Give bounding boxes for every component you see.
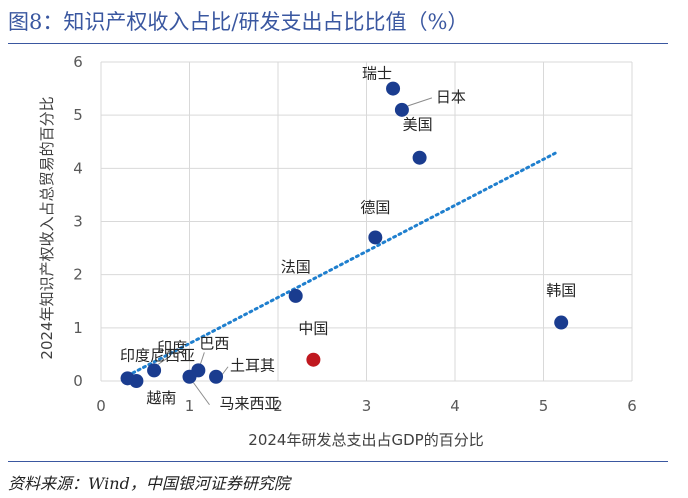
y-axis-label: 2024年知识产权收入占总贸易的百分比 <box>38 96 56 359</box>
point-label: 瑞士 <box>362 65 392 83</box>
data-point <box>386 81 401 96</box>
y-tick-label: 5 <box>73 106 83 124</box>
x-tick-label: 0 <box>96 397 106 415</box>
data-point <box>554 315 569 330</box>
point-label: 越南 <box>146 389 176 407</box>
grid-lines <box>100 61 633 382</box>
x-tick-label: 5 <box>539 397 549 415</box>
data-point <box>182 369 197 384</box>
leader-line <box>199 352 205 365</box>
figure-title-text: 知识产权收入占比/研发支出占比比值（%） <box>63 10 469 34</box>
point-label: 马来西亚 <box>220 395 280 413</box>
y-tick-label: 0 <box>73 372 83 390</box>
leader-line <box>221 366 229 376</box>
data-point <box>412 150 427 165</box>
x-tick-label: 3 <box>362 397 372 415</box>
x-tick-label: 6 <box>627 397 637 415</box>
figure-title: 图8：知识产权收入占比/研发支出占比比值（%） <box>8 6 468 36</box>
y-tick-label: 2 <box>73 266 83 284</box>
data-point <box>147 363 162 378</box>
x-tick-label: 4 <box>450 397 460 415</box>
leader-lines <box>157 97 433 406</box>
x-tick-label: 2 <box>273 397 283 415</box>
point-label: 德国 <box>360 198 390 216</box>
point-label: 印度尼西亚 <box>120 346 195 364</box>
point-label: 日本 <box>436 88 466 106</box>
point-label: 韩国 <box>546 282 576 300</box>
source-rule <box>8 461 668 462</box>
data-point <box>209 369 224 384</box>
point-label: 土耳其 <box>230 357 275 375</box>
x-tick-label: 1 <box>185 397 195 415</box>
y-tick-label: 3 <box>73 213 83 231</box>
x-axis-label: 2024年研发总支出占GDP的百分比 <box>248 431 483 449</box>
figure-label: 图8： <box>8 10 64 34</box>
point-label: 印度 <box>157 338 187 356</box>
point-label: 巴西 <box>199 334 229 352</box>
point-label: 法国 <box>281 258 311 276</box>
trendline-layer <box>126 150 559 378</box>
tick-labels: 0 1 2 3 4 5 6 0 1 2 3 4 5 6 <box>73 53 637 415</box>
data-points <box>120 81 569 388</box>
point-label: 中国 <box>298 320 328 338</box>
point-label: 美国 <box>403 116 433 134</box>
data-point <box>394 102 409 117</box>
data-point <box>368 230 383 245</box>
data-point <box>306 352 321 367</box>
trendline <box>126 150 559 378</box>
data-point <box>129 374 144 388</box>
y-tick-label: 1 <box>73 319 83 337</box>
data-point <box>288 288 303 303</box>
y-tick-label: 6 <box>73 53 83 71</box>
leader-line <box>157 355 171 365</box>
leader-line <box>407 97 433 107</box>
source-note: 资料来源：Wind，中国银河证券研究院 <box>8 474 290 493</box>
y-tick-label: 4 <box>73 159 83 177</box>
title-rule <box>8 43 668 44</box>
leader-line <box>193 382 210 406</box>
